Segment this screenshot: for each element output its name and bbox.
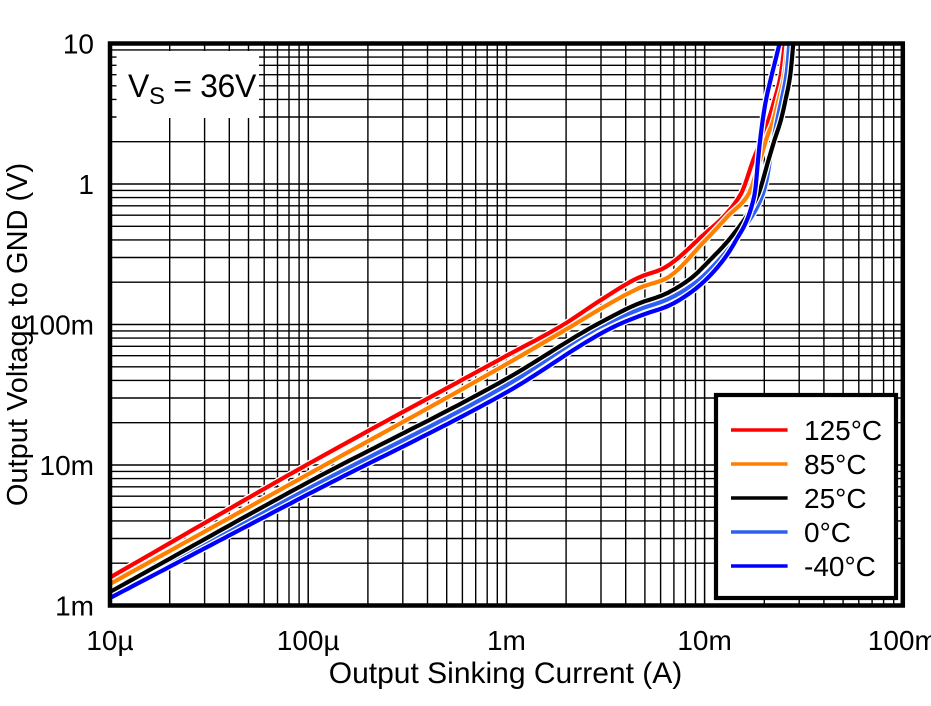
svg-text:1m: 1m	[487, 625, 526, 656]
svg-text:10: 10	[63, 29, 94, 60]
svg-text:100m: 100m	[24, 310, 94, 341]
svg-text:10m: 10m	[677, 625, 731, 656]
svg-text:VS = 36V: VS = 36V	[128, 68, 257, 110]
svg-text:25°C: 25°C	[804, 483, 867, 514]
svg-text:100m: 100m	[868, 625, 931, 656]
svg-text:-40°C: -40°C	[804, 551, 876, 582]
svg-text:100µ: 100µ	[277, 625, 340, 656]
svg-text:10µ: 10µ	[86, 625, 133, 656]
svg-text:85°C: 85°C	[804, 449, 867, 480]
svg-text:1: 1	[78, 169, 94, 200]
svg-text:Output Voltage to GND (V): Output Voltage to GND (V)	[2, 163, 34, 506]
svg-text:1m: 1m	[55, 591, 94, 622]
svg-text:10m: 10m	[40, 450, 94, 481]
svg-text:Output Sinking Current (A): Output Sinking Current (A)	[329, 657, 682, 690]
svg-text:0°C: 0°C	[804, 517, 851, 548]
svg-text:125°C: 125°C	[804, 415, 882, 446]
